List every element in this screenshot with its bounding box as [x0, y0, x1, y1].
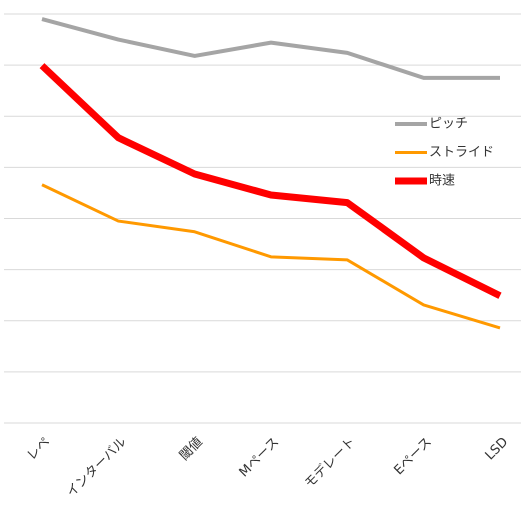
x-tick-label: 閾値: [176, 434, 206, 464]
legend-label: 時速: [429, 174, 455, 189]
series-line: [39, 63, 502, 299]
series-line: [41, 183, 501, 330]
x-tick-label: LSD: [483, 435, 512, 464]
x-tick-label: レペ: [24, 435, 53, 464]
x-tick-label: Eペース: [391, 435, 435, 479]
x-tick-label: モデレート: [301, 434, 358, 491]
x-tick-label: インターバル: [64, 435, 130, 501]
legend-label: ピッチ: [429, 117, 468, 132]
x-tick-label: Mペース: [237, 435, 283, 481]
legend-label: ストライド: [429, 145, 494, 160]
series-line: [41, 17, 500, 80]
